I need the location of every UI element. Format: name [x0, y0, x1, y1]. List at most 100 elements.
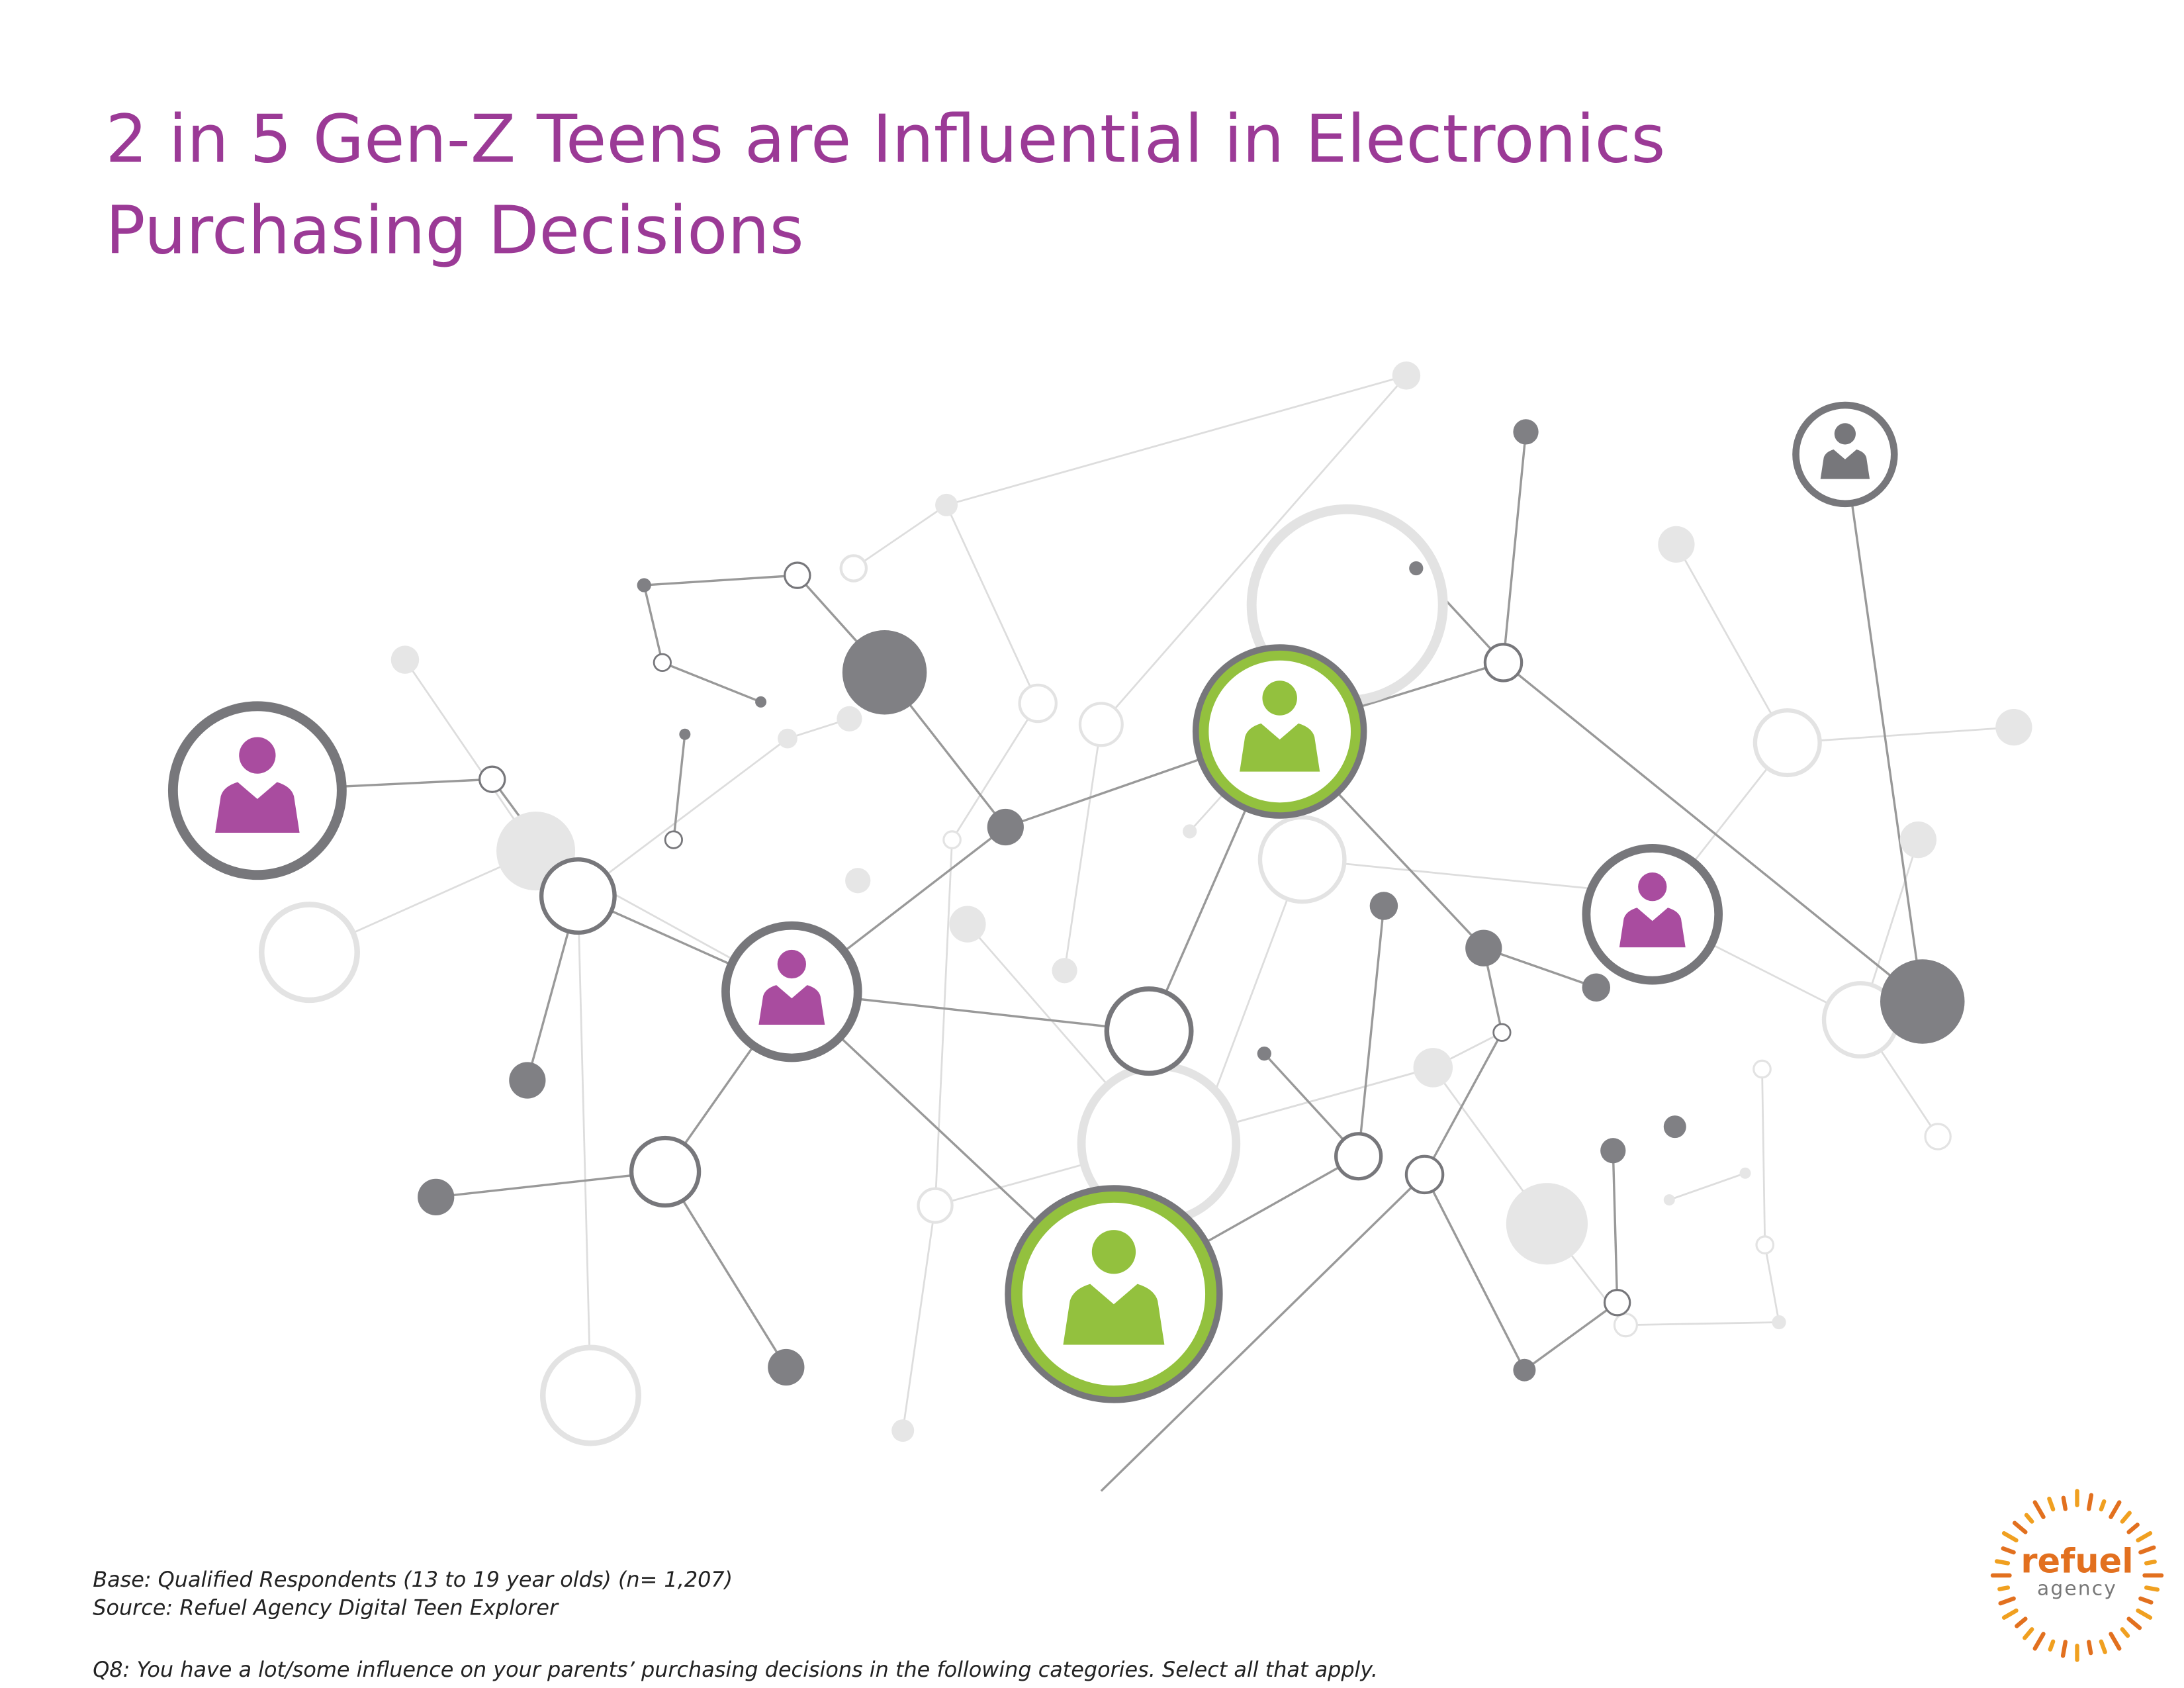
node [539, 1344, 641, 1446]
edge [576, 896, 592, 1396]
node [1513, 419, 1539, 445]
node [1582, 973, 1611, 1002]
edge [1357, 906, 1385, 1156]
node [1663, 1194, 1675, 1206]
logo: refuel agency [1990, 1489, 2164, 1662]
node [1658, 526, 1695, 563]
node [778, 728, 797, 749]
person-head [1638, 872, 1667, 902]
edge [1524, 1301, 1618, 1372]
logo-ray [2138, 1545, 2156, 1555]
logo-ray [2061, 1495, 2068, 1511]
person-head [777, 949, 806, 979]
logo-ray [2120, 1627, 2130, 1638]
node [1018, 683, 1058, 724]
person-body [1240, 723, 1320, 772]
node [1104, 986, 1194, 1076]
node [1755, 1235, 1775, 1254]
edge [1787, 726, 2014, 744]
node [637, 578, 651, 592]
node [987, 808, 1024, 846]
logo-ray [2138, 1596, 2154, 1605]
person-body [758, 985, 825, 1025]
node [1663, 1115, 1686, 1139]
node [418, 1178, 455, 1215]
node [1772, 1315, 1786, 1330]
logo-ray [2109, 1632, 2122, 1651]
edge [1502, 432, 1527, 663]
edge [1761, 1068, 1766, 1245]
edge [1424, 1031, 1503, 1176]
node [478, 765, 506, 793]
person-body [1619, 908, 1686, 948]
node [839, 554, 868, 583]
edge [664, 1171, 788, 1368]
node [653, 653, 672, 673]
logo-ray [2120, 1511, 2132, 1524]
edge [1675, 543, 1788, 743]
node [1752, 708, 1822, 778]
node-ring [1199, 650, 1361, 813]
edge [1625, 1321, 1780, 1327]
node [1613, 1313, 1638, 1338]
node-ring [721, 921, 862, 1062]
footnote-base: Base: Qualified Respondents (13 to 19 ye… [93, 1567, 733, 1592]
edge [1668, 1172, 1746, 1201]
person-head [239, 737, 276, 774]
edge [1100, 375, 1407, 726]
logo-ray [2144, 1560, 2157, 1566]
logo-ray [2099, 1639, 2107, 1654]
edge [853, 504, 947, 569]
node [1078, 702, 1124, 747]
node [1899, 821, 1937, 859]
edge [901, 1205, 936, 1431]
person-node [1192, 644, 1367, 819]
edge [662, 661, 762, 703]
edge [1064, 724, 1103, 971]
person-head [1834, 423, 1856, 445]
logo-ray [2015, 1617, 2028, 1628]
logo-ray [2099, 1499, 2107, 1512]
node [664, 830, 683, 849]
node [509, 1062, 546, 1099]
node [629, 1135, 702, 1208]
logo-ray [2060, 1640, 2068, 1658]
logo-ray [1994, 1559, 2011, 1566]
logo-ray [1997, 1585, 2011, 1591]
logo-ray [2001, 1531, 2019, 1543]
logo-ray [1998, 1596, 2016, 1606]
logo-ray [2109, 1500, 2122, 1519]
node [768, 1348, 805, 1386]
node-ring [1792, 401, 1898, 508]
edge [945, 504, 1039, 704]
person-body [1820, 449, 1870, 479]
node [1369, 892, 1398, 920]
node-ring [1011, 1191, 1217, 1397]
node [917, 1187, 954, 1224]
node [1506, 1183, 1588, 1265]
edge [951, 702, 1039, 841]
node [1409, 561, 1424, 576]
node [1413, 1048, 1453, 1088]
person-node [167, 701, 347, 880]
edge [672, 734, 686, 840]
node [755, 696, 767, 708]
logo-ray [2023, 1627, 2034, 1640]
node [1257, 1046, 1271, 1061]
logo-ray [2047, 1496, 2056, 1512]
edge [644, 574, 797, 586]
node [842, 630, 927, 715]
logo-ray [2126, 1617, 2142, 1630]
person-head [1091, 1230, 1136, 1274]
node [837, 706, 862, 732]
node [1465, 929, 1502, 966]
logo-ray [2012, 1521, 2028, 1534]
node [1513, 1358, 1536, 1382]
node [942, 830, 962, 849]
logo-ray [2136, 1608, 2153, 1620]
person-body [215, 782, 300, 833]
logo-ray [2032, 1632, 2046, 1651]
logo-ray [2144, 1585, 2160, 1592]
node [1600, 1138, 1626, 1164]
